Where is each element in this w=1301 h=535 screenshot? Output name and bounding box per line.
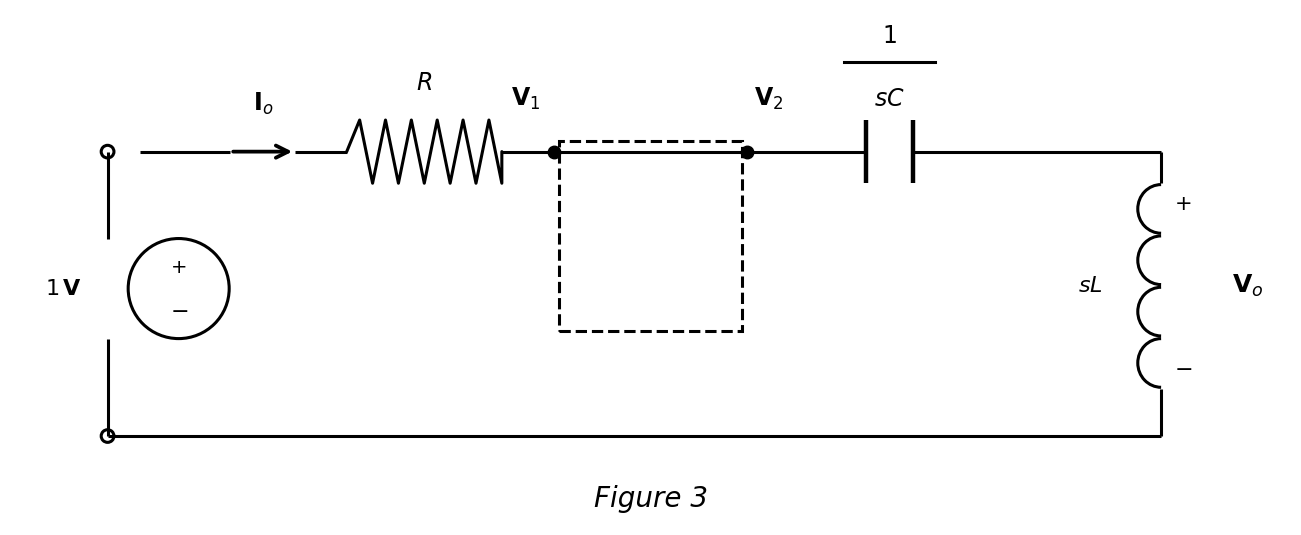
Bar [558,141,743,331]
Text: $-$: $-$ [1174,357,1192,378]
Text: $+$: $+$ [170,258,187,277]
Text: $\mathbf{V}_1$: $\mathbf{V}_1$ [511,86,541,112]
Text: $\mathbf{I}_o$: $\mathbf{I}_o$ [252,91,273,117]
Text: $-$: $-$ [169,300,187,319]
Text: $\mathbf{V}_2$: $\mathbf{V}_2$ [753,86,783,112]
Text: $R$: $R$ [416,71,432,95]
Text: $+$: $+$ [1174,194,1192,215]
Text: $1\,\mathbf{V}$: $1\,\mathbf{V}$ [44,279,82,299]
Text: $1$: $1$ [882,24,896,48]
Text: Figure 3: Figure 3 [593,485,708,513]
Text: $\mathbf{V}_o$: $\mathbf{V}_o$ [1232,273,1263,299]
Text: $sL$: $sL$ [1079,276,1103,296]
Text: $sC$: $sC$ [874,87,905,111]
